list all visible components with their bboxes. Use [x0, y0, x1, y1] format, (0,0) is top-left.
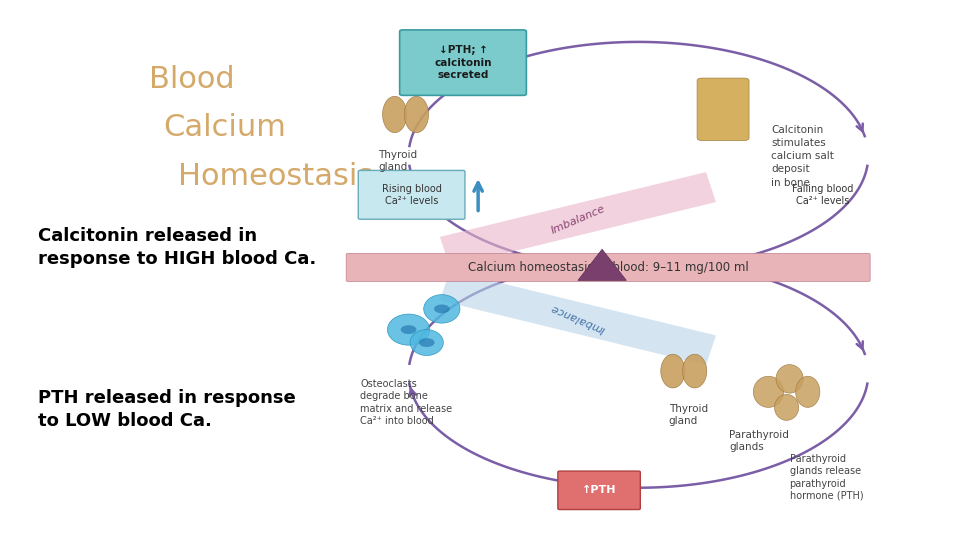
Text: Parathyroid
glands release
parathyroid
hormone (PTH): Parathyroid glands release parathyroid h… — [789, 454, 863, 501]
Ellipse shape — [423, 295, 460, 323]
Text: Homeostasis: Homeostasis — [178, 162, 372, 191]
FancyBboxPatch shape — [697, 78, 749, 140]
Ellipse shape — [404, 96, 428, 133]
FancyBboxPatch shape — [358, 171, 465, 219]
FancyBboxPatch shape — [558, 471, 640, 510]
Text: Calcitonin released in
response to HIGH blood Ca.: Calcitonin released in response to HIGH … — [38, 227, 317, 268]
Text: Rising blood
Ca²⁺ levels: Rising blood Ca²⁺ levels — [382, 184, 442, 206]
Text: Falling blood
Ca²⁺ levels: Falling blood Ca²⁺ levels — [792, 184, 853, 206]
Text: Calcitonin
stimulates
calcium salt
deposit
in bone: Calcitonin stimulates calcium salt depos… — [772, 125, 834, 187]
Ellipse shape — [796, 376, 820, 407]
Ellipse shape — [660, 354, 685, 388]
Ellipse shape — [754, 376, 783, 407]
Polygon shape — [440, 172, 716, 267]
Text: Blood: Blood — [149, 65, 234, 94]
Polygon shape — [578, 249, 626, 280]
Circle shape — [419, 338, 435, 347]
Text: PTH released in response
to LOW blood Ca.: PTH released in response to LOW blood Ca… — [38, 389, 296, 430]
Text: Imbalance: Imbalance — [549, 204, 607, 235]
Ellipse shape — [383, 96, 407, 133]
Ellipse shape — [410, 329, 444, 355]
Circle shape — [434, 305, 449, 313]
Text: Thyroid
gland: Thyroid gland — [378, 150, 418, 172]
Polygon shape — [440, 271, 716, 366]
Text: ↑PTH: ↑PTH — [582, 485, 616, 495]
Ellipse shape — [683, 354, 707, 388]
Text: Osteoclasts
degrade bone
matrix and release
Ca²⁺ into blood: Osteoclasts degrade bone matrix and rele… — [360, 379, 452, 426]
Text: Thyroid
gland: Thyroid gland — [668, 404, 708, 427]
Text: Calcium: Calcium — [163, 113, 286, 143]
Text: Calcium homeostasis of blood: 9–11 mg/100 ml: Calcium homeostasis of blood: 9–11 mg/10… — [468, 261, 749, 274]
FancyBboxPatch shape — [347, 253, 870, 281]
Ellipse shape — [775, 394, 799, 420]
Text: ↓PTH; ↑
calcitonin
secreted: ↓PTH; ↑ calcitonin secreted — [434, 45, 492, 80]
FancyBboxPatch shape — [399, 30, 526, 96]
Circle shape — [400, 325, 417, 334]
Ellipse shape — [776, 364, 804, 393]
Text: Imbalance: Imbalance — [549, 302, 607, 334]
Text: Parathyroid
glands: Parathyroid glands — [730, 430, 789, 453]
Ellipse shape — [388, 314, 430, 345]
